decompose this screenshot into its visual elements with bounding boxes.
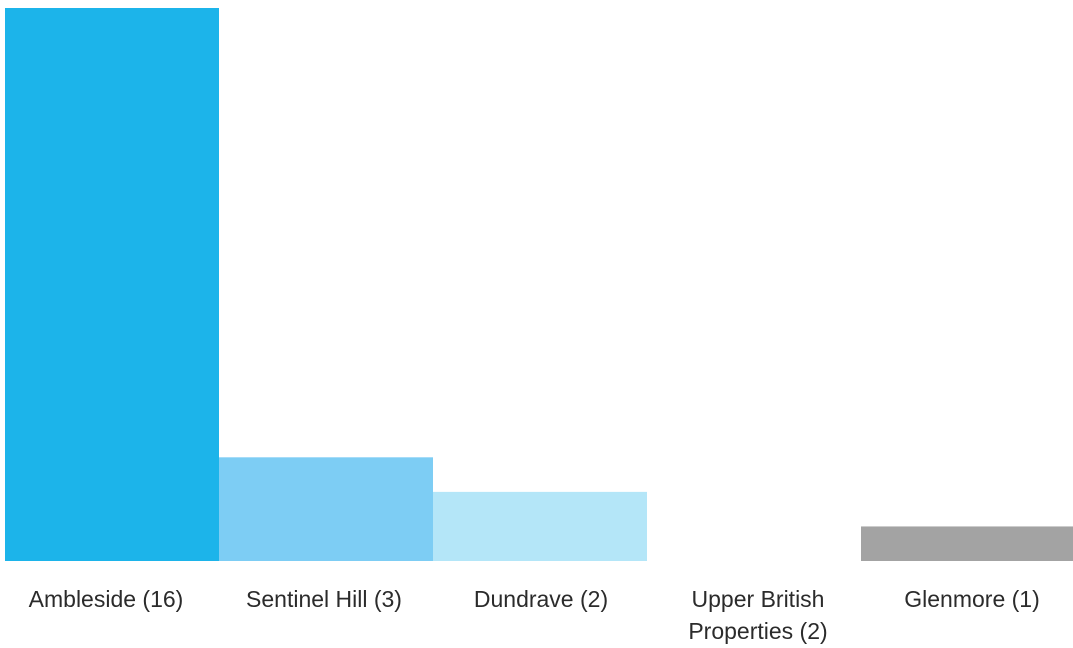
category-label-3: Upper British Properties (2) bbox=[688, 586, 827, 644]
bar-2 bbox=[433, 491, 647, 561]
category-label-1: Sentinel Hill (3) bbox=[246, 586, 402, 612]
category-label-line: Glenmore (1) bbox=[904, 586, 1039, 612]
category-label-4: Glenmore (1) bbox=[904, 586, 1039, 612]
category-label-line: Properties (2) bbox=[688, 618, 827, 644]
bar-4 bbox=[861, 526, 1073, 561]
category-labels-group: Ambleside (16) Sentinel Hill (3) Dundrave … bbox=[29, 586, 1040, 644]
category-label-0: Ambleside (16) bbox=[29, 586, 184, 612]
category-label-line: Upper British bbox=[692, 586, 825, 612]
bars-group bbox=[5, 8, 1073, 561]
category-label-2: Dundrave (2) bbox=[474, 586, 608, 612]
category-label-line: Sentinel Hill (3) bbox=[246, 586, 402, 612]
bar-0 bbox=[5, 8, 219, 561]
category-label-line: Dundrave (2) bbox=[474, 586, 608, 612]
category-label-line: Ambleside (16) bbox=[29, 586, 184, 612]
bar-1 bbox=[219, 457, 433, 561]
